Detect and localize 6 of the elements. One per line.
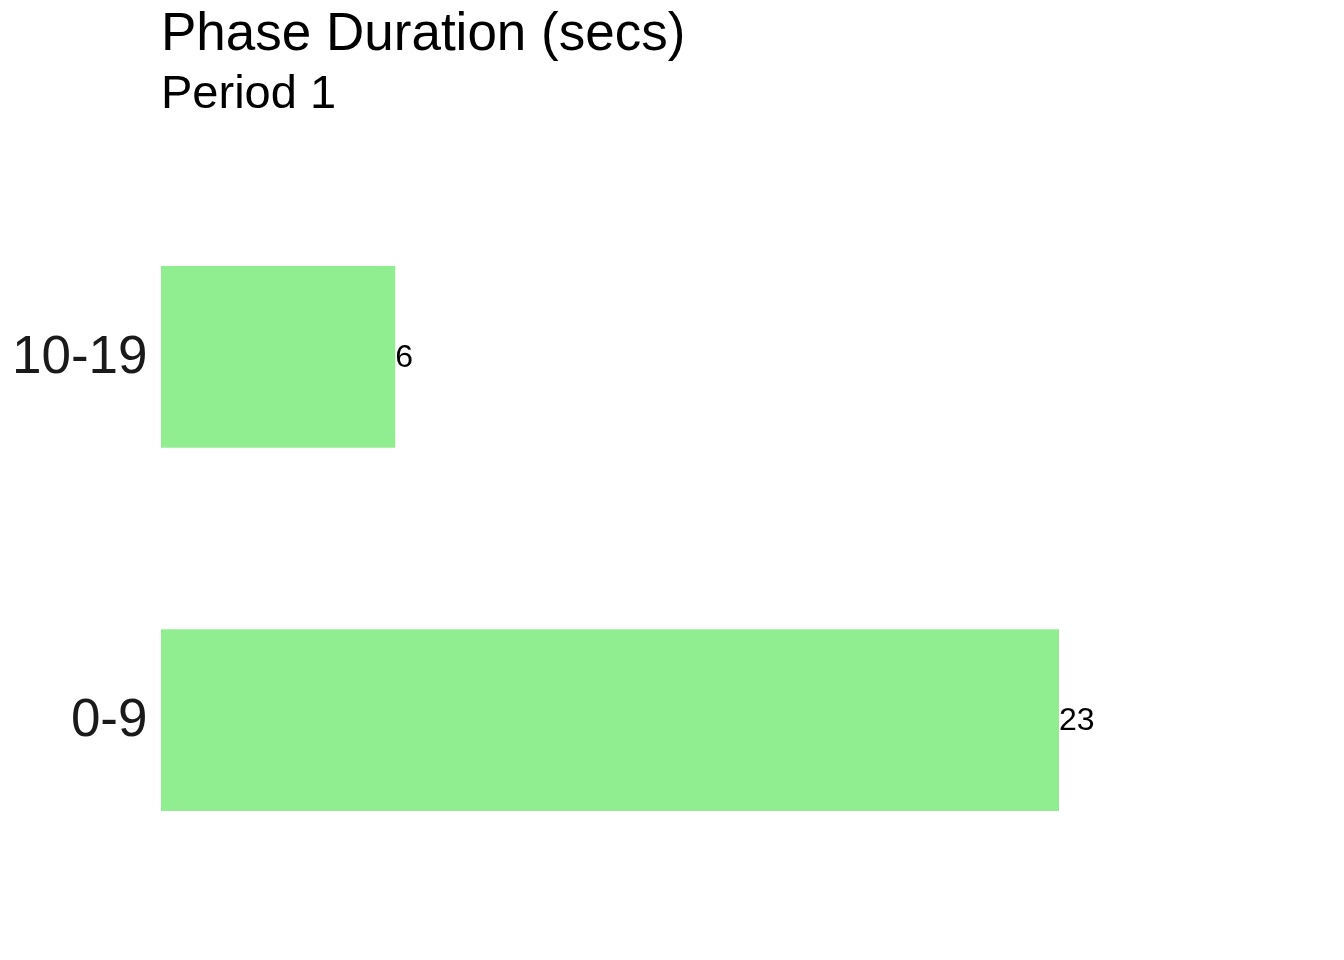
y-tick-label: 10-19 bbox=[11, 324, 148, 384]
y-tick-label: 0-9 bbox=[70, 688, 148, 748]
data-label: 23 bbox=[1059, 701, 1095, 738]
chart-subtitle: Period 1 bbox=[161, 65, 337, 118]
data-label: 6 bbox=[395, 337, 414, 374]
chart-title: Phase Duration (secs) bbox=[161, 2, 686, 61]
